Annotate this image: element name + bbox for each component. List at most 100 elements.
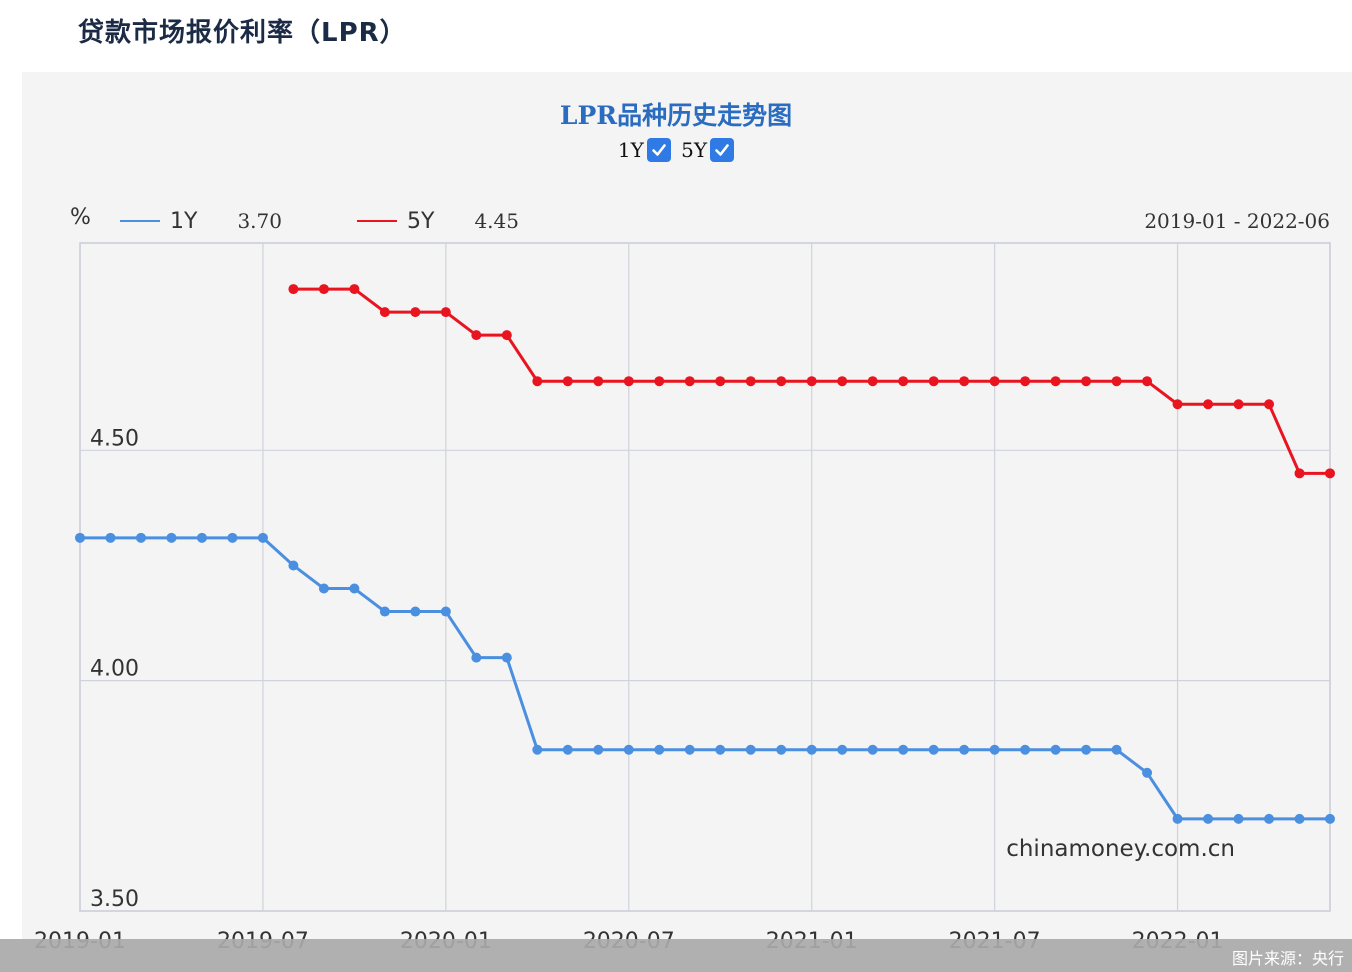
image-credit: 图片来源：央行 (1231, 949, 1344, 968)
toggle-1y-checkbox[interactable] (646, 138, 671, 162)
data-point-1y (440, 606, 451, 617)
series-line-1y (80, 536, 1330, 821)
data-point-5y (1325, 468, 1335, 479)
checkmark-icon (652, 144, 666, 156)
watermark: chinamoney.com.cn (1006, 836, 1235, 862)
y-tick-label: 4.00 (90, 657, 139, 682)
data-point-1y (684, 744, 695, 755)
legend-value-1y: 3.70 (237, 209, 282, 233)
checkmark-icon (715, 144, 729, 156)
date-range: 2019-01 - 2022-06 (1144, 209, 1330, 233)
data-point-5y (1233, 399, 1244, 410)
data-point-1y (1233, 813, 1244, 824)
data-point-5y (318, 284, 329, 295)
data-point-1y (837, 744, 848, 755)
chart-title: LPR品种历史走势图 (559, 101, 793, 130)
data-point-1y (745, 744, 756, 755)
data-point-5y (776, 376, 787, 387)
data-point-1y (1050, 744, 1061, 755)
data-point-1y (318, 583, 329, 594)
data-point-5y (1203, 399, 1214, 410)
y-tick-label: 4.50 (90, 426, 139, 451)
data-point-5y (959, 376, 970, 387)
legend-row: % 1Y 3.70 5Y 4.45 2019-01 - 2022-06 (0, 205, 1352, 237)
data-point-1y (989, 744, 1000, 755)
data-point-5y (471, 330, 482, 341)
data-point-1y (1294, 813, 1305, 824)
data-point-1y (349, 583, 360, 594)
legend-swatch-1y (120, 220, 160, 222)
plot-area-border (79, 242, 1331, 912)
toggle-5y-label: 5Y (681, 138, 708, 162)
toggle-1y-label: 1Y (617, 138, 644, 162)
legend-item-5y[interactable]: 5Y 4.45 (357, 205, 519, 237)
data-point-5y (532, 376, 543, 387)
toggle-5y-checkbox[interactable] (710, 138, 735, 162)
data-point-5y (898, 376, 909, 387)
data-point-5y (1111, 376, 1122, 387)
data-point-1y (196, 532, 207, 543)
data-point-1y (959, 744, 970, 755)
data-point-1y (593, 744, 604, 755)
data-point-1y (1142, 767, 1153, 778)
data-point-5y (745, 376, 756, 387)
legend-swatch-5y (357, 220, 397, 222)
data-point-1y (1325, 813, 1335, 824)
data-point-5y (349, 284, 360, 295)
data-point-5y (989, 376, 1000, 387)
data-point-5y (806, 376, 817, 387)
series-toggles: 1Y 5Y (0, 138, 1352, 162)
data-point-5y (684, 376, 695, 387)
data-point-1y (654, 744, 665, 755)
data-point-5y (1294, 468, 1305, 479)
data-point-5y (715, 376, 726, 387)
data-point-5y (867, 376, 878, 387)
data-point-1y (501, 652, 512, 663)
data-point-5y (1050, 376, 1061, 387)
toggle-1y[interactable]: 1Y (618, 138, 671, 162)
data-point-1y (776, 744, 787, 755)
data-point-5y (379, 307, 390, 318)
data-point-5y (593, 376, 604, 387)
data-point-1y (928, 744, 939, 755)
chart-panel (22, 72, 1352, 972)
data-point-1y (806, 744, 817, 755)
data-point-5y (1142, 376, 1153, 387)
data-point-5y (1020, 376, 1031, 387)
data-point-5y (837, 376, 848, 387)
data-point-1y (1172, 813, 1183, 824)
data-point-1y (532, 744, 543, 755)
data-point-1y (471, 652, 482, 663)
data-point-1y (715, 744, 726, 755)
data-point-1y (379, 606, 390, 617)
data-point-1y (410, 606, 421, 617)
y-tick-label: 3.50 (90, 887, 139, 912)
data-point-5y (440, 307, 451, 318)
data-point-5y (1081, 376, 1092, 387)
data-point-1y (105, 532, 116, 543)
data-point-5y (1172, 399, 1183, 410)
toggle-5y[interactable]: 5Y (681, 138, 735, 162)
data-point-1y (623, 744, 634, 755)
legend-value-5y: 4.45 (474, 209, 519, 233)
data-point-1y (166, 532, 177, 543)
data-point-1y (227, 532, 238, 543)
data-point-5y (654, 376, 665, 387)
data-point-1y (257, 532, 268, 543)
data-point-1y (1203, 813, 1214, 824)
data-point-1y (1081, 744, 1092, 755)
data-point-5y (288, 284, 299, 295)
legend-item-1y[interactable]: 1Y 3.70 (120, 205, 282, 237)
data-point-1y (867, 744, 878, 755)
data-point-1y (1020, 744, 1031, 755)
data-point-5y (501, 330, 512, 341)
data-point-1y (135, 532, 146, 543)
legend-label-1y: 1Y (170, 208, 198, 234)
data-point-1y (562, 744, 573, 755)
footer-bar (0, 939, 1352, 972)
y-unit-label: % (70, 205, 91, 230)
data-point-1y (898, 744, 909, 755)
legend-label-5y: 5Y (407, 208, 435, 234)
page-heading: 贷款市场报价利率（LPR） (78, 18, 407, 48)
